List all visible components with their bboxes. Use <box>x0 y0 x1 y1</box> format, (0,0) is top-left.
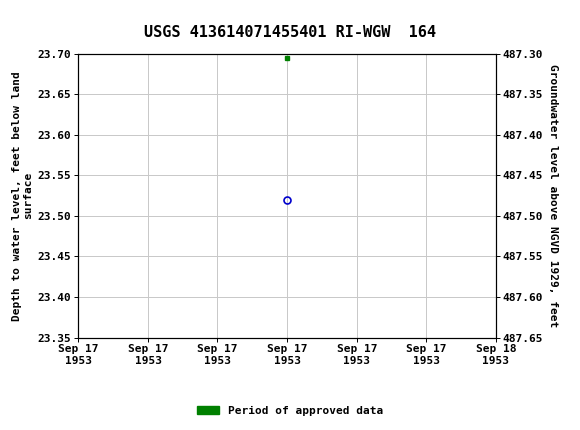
Y-axis label: Depth to water level, feet below land
surface: Depth to water level, feet below land su… <box>12 71 34 320</box>
Text: USGS 413614071455401 RI-WGW  164: USGS 413614071455401 RI-WGW 164 <box>144 25 436 40</box>
Text: ≋: ≋ <box>6 6 27 30</box>
Legend: Period of approved data: Period of approved data <box>193 401 387 420</box>
Y-axis label: Groundwater level above NGVD 1929, feet: Groundwater level above NGVD 1929, feet <box>548 64 557 327</box>
Text: USGS: USGS <box>49 10 104 28</box>
